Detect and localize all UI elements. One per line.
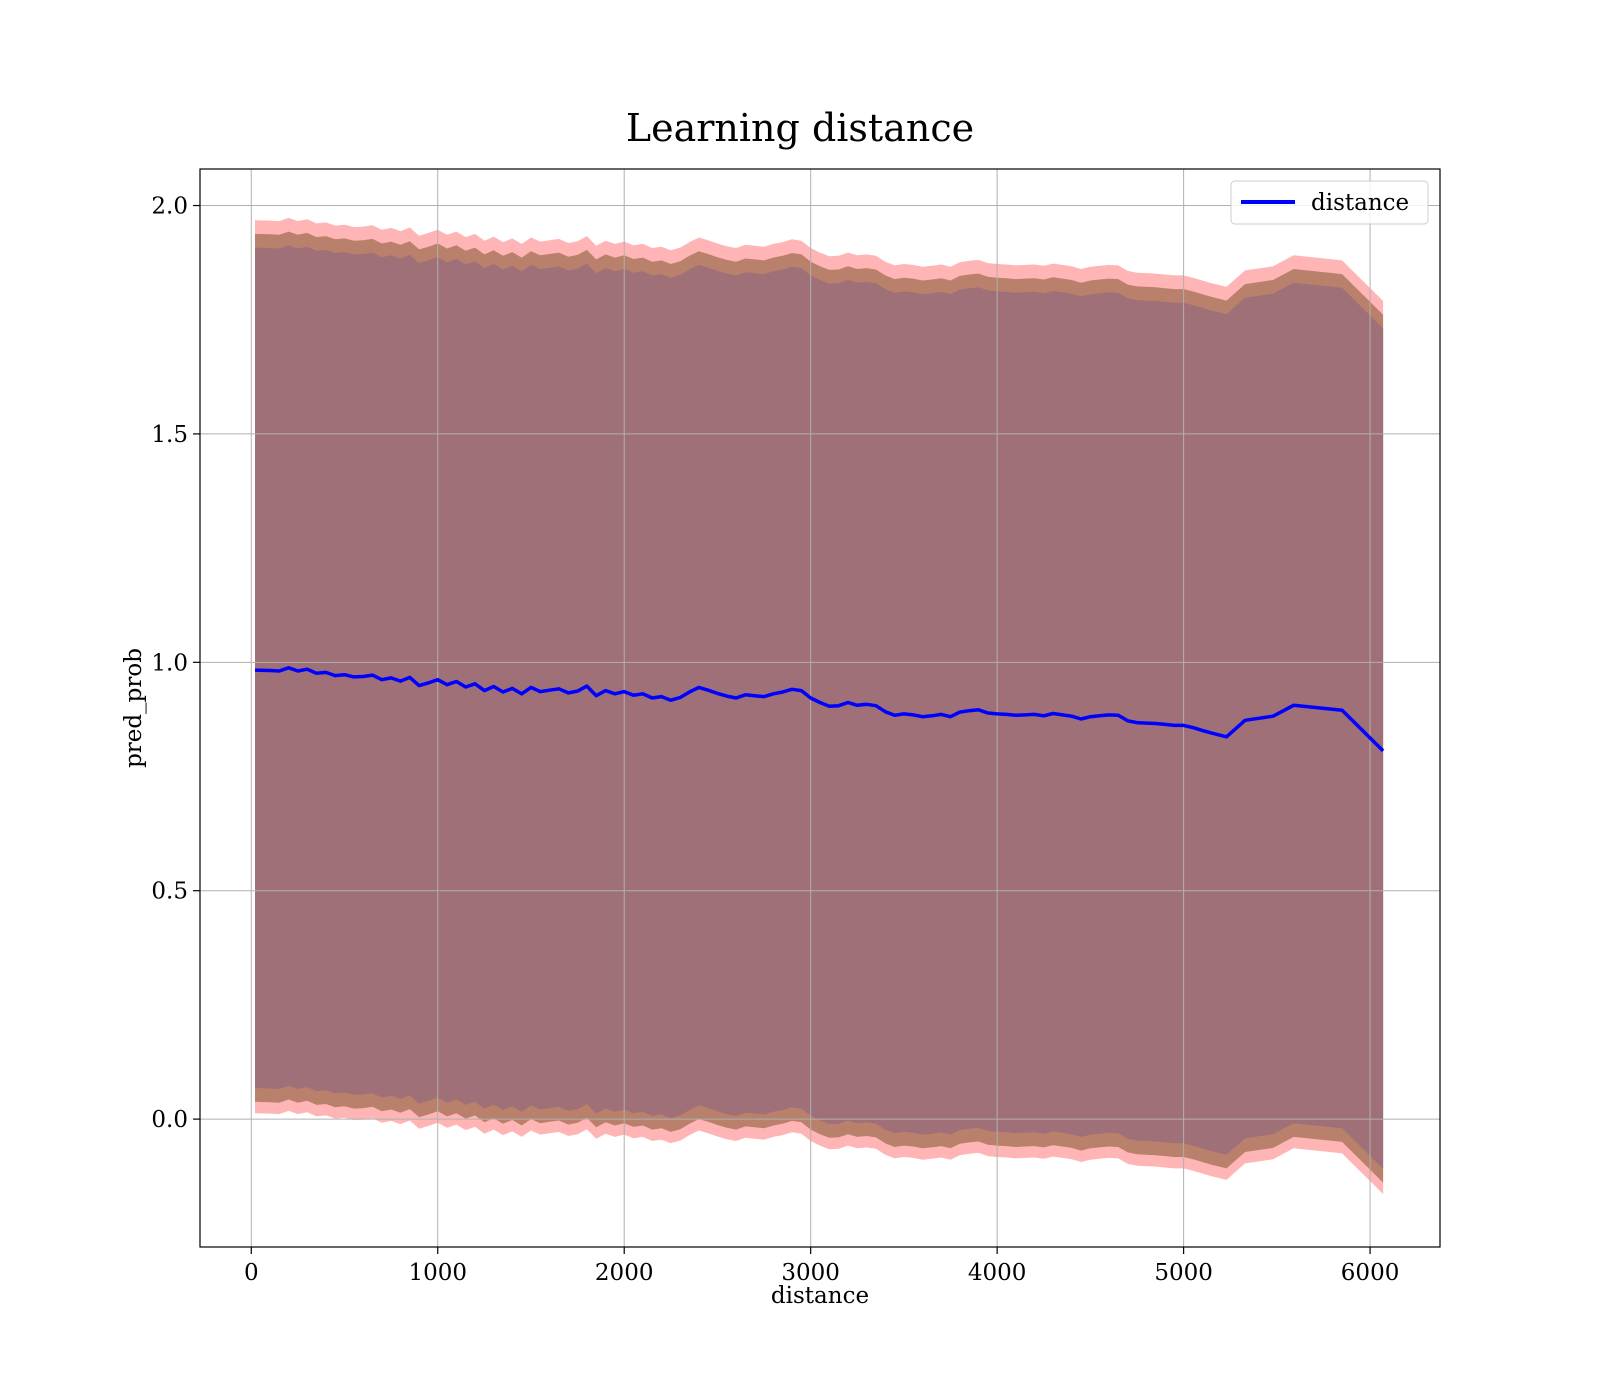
y-tick-label-1: 0.5 [151, 879, 188, 905]
y-tick-label-2: 1.0 [151, 650, 188, 676]
chart-title: Learning distance [626, 106, 974, 150]
y-axis-ticks: 0.0 0.5 1.0 1.5 2.0 [151, 194, 200, 1133]
x-tick-label-2: 2000 [595, 1260, 654, 1286]
y-tick-label-0: 0.0 [151, 1107, 188, 1133]
series-line-distance [254, 666, 1385, 753]
x-tick-label-4: 4000 [968, 1260, 1027, 1286]
x-axis-label: distance [771, 1283, 869, 1309]
x-tick-label-0: 0 [244, 1260, 259, 1286]
y-tick-label-4: 2.0 [151, 194, 188, 220]
series-lines [254, 666, 1385, 753]
legend-label-distance: distance [1311, 190, 1409, 216]
confidence-bands [255, 217, 1384, 1194]
legend: distance [1230, 180, 1429, 225]
x-tick-label-1: 1000 [408, 1260, 467, 1286]
x-axis-ticks: 0 1000 2000 3000 4000 5000 6000 [244, 1247, 1399, 1286]
plot-frame [199, 168, 1441, 1248]
legend-box [1230, 180, 1429, 225]
x-tick-label-5: 5000 [1154, 1260, 1213, 1286]
y-tick-label-3: 1.5 [151, 422, 188, 448]
x-tick-label-6: 6000 [1341, 1260, 1400, 1286]
band-2 [255, 245, 1384, 1169]
x-tick-label-3: 3000 [781, 1260, 840, 1286]
y-axis-label: pred_prob [121, 648, 147, 768]
